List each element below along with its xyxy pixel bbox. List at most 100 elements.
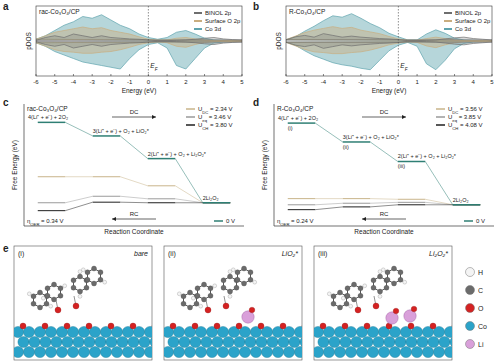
legend-swatch bbox=[436, 108, 445, 110]
x-tick bbox=[492, 74, 493, 76]
energy-level bbox=[203, 202, 231, 204]
c-atom bbox=[84, 285, 89, 290]
c-atom bbox=[248, 277, 253, 282]
state-label: 2(Li⁺ + e⁻) + O₂ + Li₂O₂* bbox=[398, 153, 457, 159]
x-tick-label: 3 bbox=[453, 79, 457, 85]
level-connector bbox=[425, 199, 453, 205]
co-atom bbox=[439, 336, 450, 347]
x-tick bbox=[54, 74, 55, 76]
o-atom bbox=[430, 323, 436, 329]
co-atom bbox=[314, 346, 324, 357]
dc-arrowhead bbox=[402, 115, 406, 119]
legend-label: BINOL 2p bbox=[455, 10, 482, 16]
text-part: = 3.80 V bbox=[208, 122, 232, 128]
c-atom bbox=[398, 277, 403, 282]
o-atom bbox=[192, 323, 198, 329]
c-atom bbox=[248, 270, 253, 275]
rc-arrow bbox=[362, 219, 406, 220]
figure: EF-6-5-4-3-2-1012345Energy (eV)pDOSarac-… bbox=[0, 0, 500, 363]
energy-level bbox=[453, 204, 481, 205]
co-atom bbox=[128, 336, 139, 347]
c-atom bbox=[398, 270, 403, 275]
x-tick-label: 5 bbox=[490, 79, 494, 85]
structure-label: LiO₂* bbox=[282, 250, 299, 257]
co-atom bbox=[164, 346, 174, 357]
x-tick bbox=[360, 74, 361, 76]
subscript: OER bbox=[30, 222, 39, 227]
subscript: F bbox=[155, 67, 158, 72]
c-atom bbox=[45, 293, 50, 298]
x-tick-label: -2 bbox=[108, 79, 114, 85]
energy-level bbox=[288, 122, 316, 124]
energy-level bbox=[38, 202, 66, 203]
co-atom bbox=[400, 346, 411, 357]
c-atom bbox=[92, 281, 97, 286]
level-connector bbox=[120, 136, 148, 159]
c-atom bbox=[71, 278, 76, 283]
h-atom bbox=[381, 268, 385, 272]
energy-level bbox=[453, 204, 481, 205]
level-connector bbox=[65, 196, 93, 203]
legend-swatch bbox=[194, 28, 202, 30]
o-atom bbox=[205, 307, 211, 313]
c-atom bbox=[58, 293, 63, 298]
legend-label: Co 3d bbox=[455, 26, 471, 32]
c-atom bbox=[345, 293, 350, 298]
c-atom bbox=[45, 286, 50, 291]
co-atom bbox=[294, 346, 302, 357]
h-atom bbox=[349, 304, 353, 308]
x-tick-label: 4 bbox=[472, 79, 476, 85]
co-atom bbox=[373, 336, 384, 347]
structure-frame bbox=[314, 246, 452, 360]
energy-level bbox=[453, 204, 481, 205]
c-atom bbox=[228, 274, 233, 279]
co-atom bbox=[318, 336, 329, 347]
dc-arrow bbox=[362, 117, 406, 118]
overpotential-label: ηOER = 0.34 V bbox=[27, 218, 64, 227]
co-atom bbox=[351, 336, 362, 347]
co-atom bbox=[14, 346, 24, 357]
x-tick bbox=[286, 74, 287, 76]
x-tick bbox=[73, 74, 74, 76]
pdos-area bbox=[36, 41, 242, 69]
x-tick-label: 0 bbox=[397, 79, 401, 85]
co-atom bbox=[433, 346, 444, 357]
energy-level bbox=[203, 202, 231, 203]
energy-level bbox=[203, 202, 231, 203]
co-atom bbox=[256, 336, 267, 347]
co-atom bbox=[89, 346, 100, 357]
c-atom bbox=[385, 277, 390, 282]
level-connector bbox=[425, 161, 453, 204]
c-atom bbox=[181, 301, 186, 306]
panel-label: c bbox=[3, 97, 9, 108]
c-atom bbox=[44, 301, 49, 306]
energy-level bbox=[288, 204, 316, 205]
x-tick bbox=[185, 74, 186, 76]
legend-swatch bbox=[214, 220, 223, 222]
plot-area bbox=[288, 123, 481, 210]
legend-swatch bbox=[444, 20, 452, 22]
co-atom bbox=[245, 336, 256, 347]
c-atom bbox=[371, 285, 376, 290]
level-connector bbox=[370, 142, 398, 162]
co-atom bbox=[278, 336, 289, 347]
co-atom bbox=[184, 346, 195, 357]
energy-level bbox=[343, 206, 371, 207]
o-atom bbox=[170, 323, 176, 329]
co-atom bbox=[45, 346, 56, 357]
h-atom bbox=[363, 284, 367, 288]
fermi-label: EF bbox=[150, 62, 157, 72]
x-tick bbox=[435, 74, 436, 76]
c-atom bbox=[338, 290, 343, 295]
c-atom bbox=[221, 278, 226, 283]
c-atom bbox=[194, 301, 199, 306]
x-tick-label: 2 bbox=[184, 79, 188, 85]
text-part: = 3.85 V bbox=[457, 114, 481, 120]
co-atom bbox=[168, 336, 179, 347]
h-atom bbox=[177, 292, 181, 296]
energy-level bbox=[148, 202, 176, 203]
panel-label: e bbox=[3, 243, 9, 254]
legend-atom bbox=[466, 304, 475, 313]
y-axis-label: Free Energy (eV) bbox=[261, 140, 269, 190]
energy-level bbox=[38, 176, 66, 177]
